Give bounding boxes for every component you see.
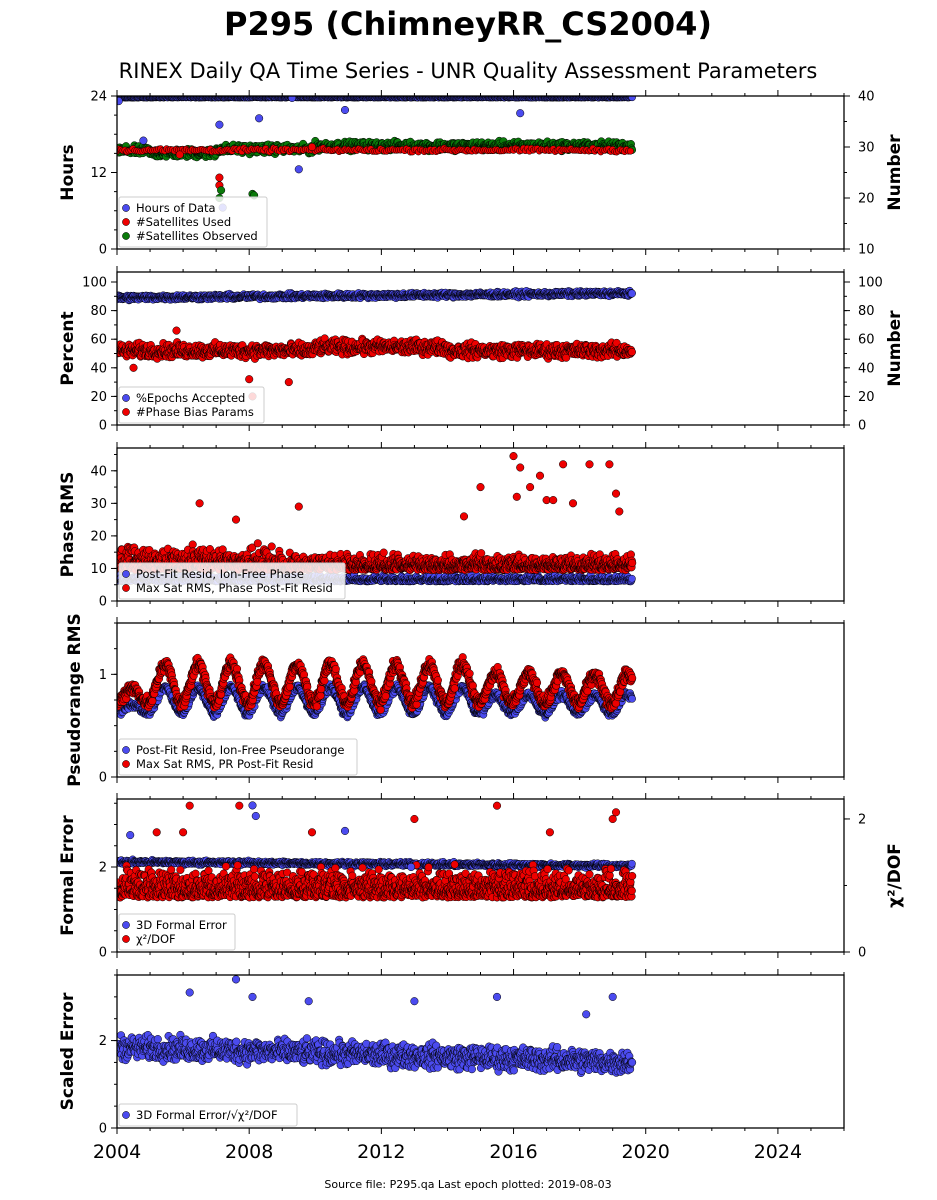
outlier-marker (294, 165, 303, 174)
chart-subtitle: RINEX Daily QA Time Series - UNR Quality… (119, 59, 818, 83)
y-tick-label: 80 (90, 304, 107, 319)
outlier-marker (215, 173, 224, 182)
y-tick-label: 100 (82, 276, 107, 291)
y-tick-label: 40 (90, 361, 107, 376)
legend: Hours of Data#Satellites Used#Satellites… (118, 196, 268, 248)
outlier-marker (245, 375, 254, 384)
satellites-used-marker (627, 147, 634, 155)
outlier-marker (284, 378, 293, 387)
hours-of-data-marker (628, 96, 636, 102)
legend-marker (122, 218, 130, 226)
legend: %Epochs Accepted#Phase Bias Params (118, 386, 265, 424)
legend-label: #Satellites Used (136, 215, 231, 229)
legend-marker (122, 394, 130, 402)
legend-box (118, 196, 268, 248)
outlier-marker (129, 363, 138, 372)
y2-tick-label: 20 (858, 390, 875, 405)
outlier-marker (288, 96, 297, 102)
y2-tick-label: 20 (858, 192, 875, 207)
y2-tick-label: 60 (858, 333, 875, 348)
y-axis-label: Hours (58, 144, 78, 201)
y-tick-label: 24 (90, 90, 107, 105)
y2-axis-label: Number (885, 310, 905, 387)
legend-label: %Epochs Accepted (136, 391, 245, 405)
legend-marker (122, 204, 130, 212)
y2-axis-label: Number (885, 134, 905, 211)
panel-2: 0 20 40 60 80 100 Percent 0 20 40 60 80 100 Number %Ep… (58, 266, 905, 434)
legend-label: #Satellites Observed (136, 229, 258, 243)
epochs-accepted-marker (627, 289, 636, 298)
outlier-marker (172, 326, 181, 335)
y2-tick-label: 100 (858, 276, 883, 291)
y2-tick-label: 40 (858, 361, 875, 376)
y2-tick-label: 30 (858, 141, 875, 156)
legend-marker (122, 232, 130, 240)
outlier-marker (340, 105, 350, 115)
chart-title: P295 (ChimneyRR_CS2004) (224, 5, 712, 43)
outlier-marker (516, 109, 525, 118)
legend-marker (122, 408, 130, 416)
y-tick-label: 20 (90, 390, 107, 405)
y-tick-label: 0 (99, 243, 107, 258)
y-tick-label: 60 (90, 333, 107, 348)
outlier-marker (217, 186, 226, 195)
outlier-marker (175, 150, 184, 159)
plot-area (117, 286, 636, 401)
outlier-marker (255, 114, 264, 123)
plot-area (117, 96, 637, 212)
legend-label: #Phase Bias Params (136, 405, 254, 419)
y2-tick-label: 0 (858, 419, 866, 434)
y-axis-label: Percent (58, 311, 78, 385)
y-tick-label: 0 (99, 419, 107, 434)
outlier-marker (307, 142, 317, 152)
outlier-marker (139, 136, 148, 145)
outlier-marker (117, 97, 123, 106)
y2-tick-label: 80 (858, 304, 875, 319)
outlier-marker (215, 120, 224, 129)
y2-tick-label: 10 (858, 243, 875, 258)
y2-tick-label: 40 (858, 90, 875, 105)
phase-bias-params-marker (627, 347, 636, 357)
legend-label: Hours of Data (136, 201, 216, 215)
y-tick-label: 12 (90, 166, 107, 181)
